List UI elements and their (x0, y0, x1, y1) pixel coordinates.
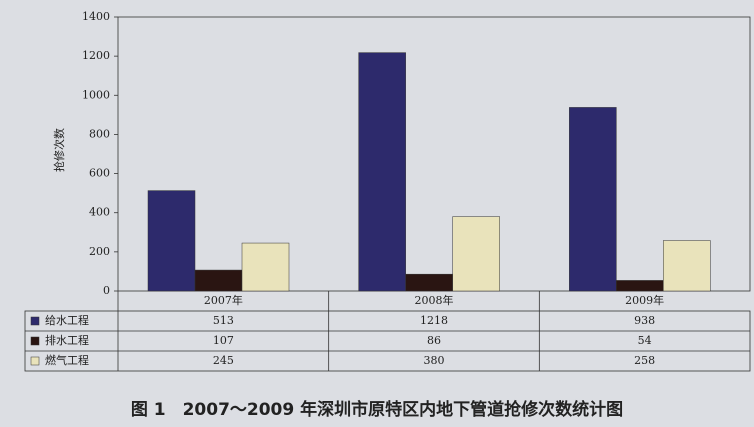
bar (358, 52, 406, 292)
legend-label: 给水工程 (45, 314, 89, 327)
bar (569, 107, 617, 292)
legend-label: 燃气工程 (45, 353, 89, 367)
bar (241, 242, 290, 292)
bar (405, 273, 453, 292)
y-tick-label: 200 (89, 245, 110, 258)
table-value: 380 (424, 354, 445, 367)
table-frame (24, 310, 751, 372)
y-axis-label: 抢修次数 (52, 128, 66, 172)
y-tick-label: 800 (89, 127, 110, 140)
table-value: 107 (213, 334, 234, 347)
legend-swatch (30, 316, 40, 326)
table-value: 938 (634, 314, 655, 327)
table-value: 1218 (420, 314, 448, 327)
bar (616, 280, 664, 292)
y-tick-label: 1400 (82, 10, 110, 23)
bar (147, 190, 196, 292)
table-value: 54 (638, 334, 652, 347)
y-tick-label: 0 (103, 284, 110, 297)
legend-swatch (30, 336, 40, 346)
y-tick-label: 400 (89, 206, 110, 219)
table-value: 258 (634, 354, 655, 367)
x-tick-label: 2007年 (204, 293, 243, 307)
bar (452, 216, 500, 292)
caption: 图 1 2007～2009 年深圳市原特区内地下管道抢修次数统计图 (131, 399, 623, 420)
legend-label: 排水工程 (45, 333, 89, 347)
bar (663, 240, 711, 292)
x-tick-label: 2008年 (415, 293, 454, 307)
y-tick-label: 1000 (82, 88, 110, 101)
legend-swatch (30, 356, 40, 366)
table-value: 86 (427, 334, 441, 347)
x-tick-label: 2009年 (625, 293, 664, 307)
bar (194, 269, 243, 292)
y-tick-label: 1200 (82, 49, 110, 62)
y-tick-label: 600 (89, 167, 110, 180)
table-value: 513 (213, 314, 234, 327)
table-value: 245 (213, 354, 234, 367)
